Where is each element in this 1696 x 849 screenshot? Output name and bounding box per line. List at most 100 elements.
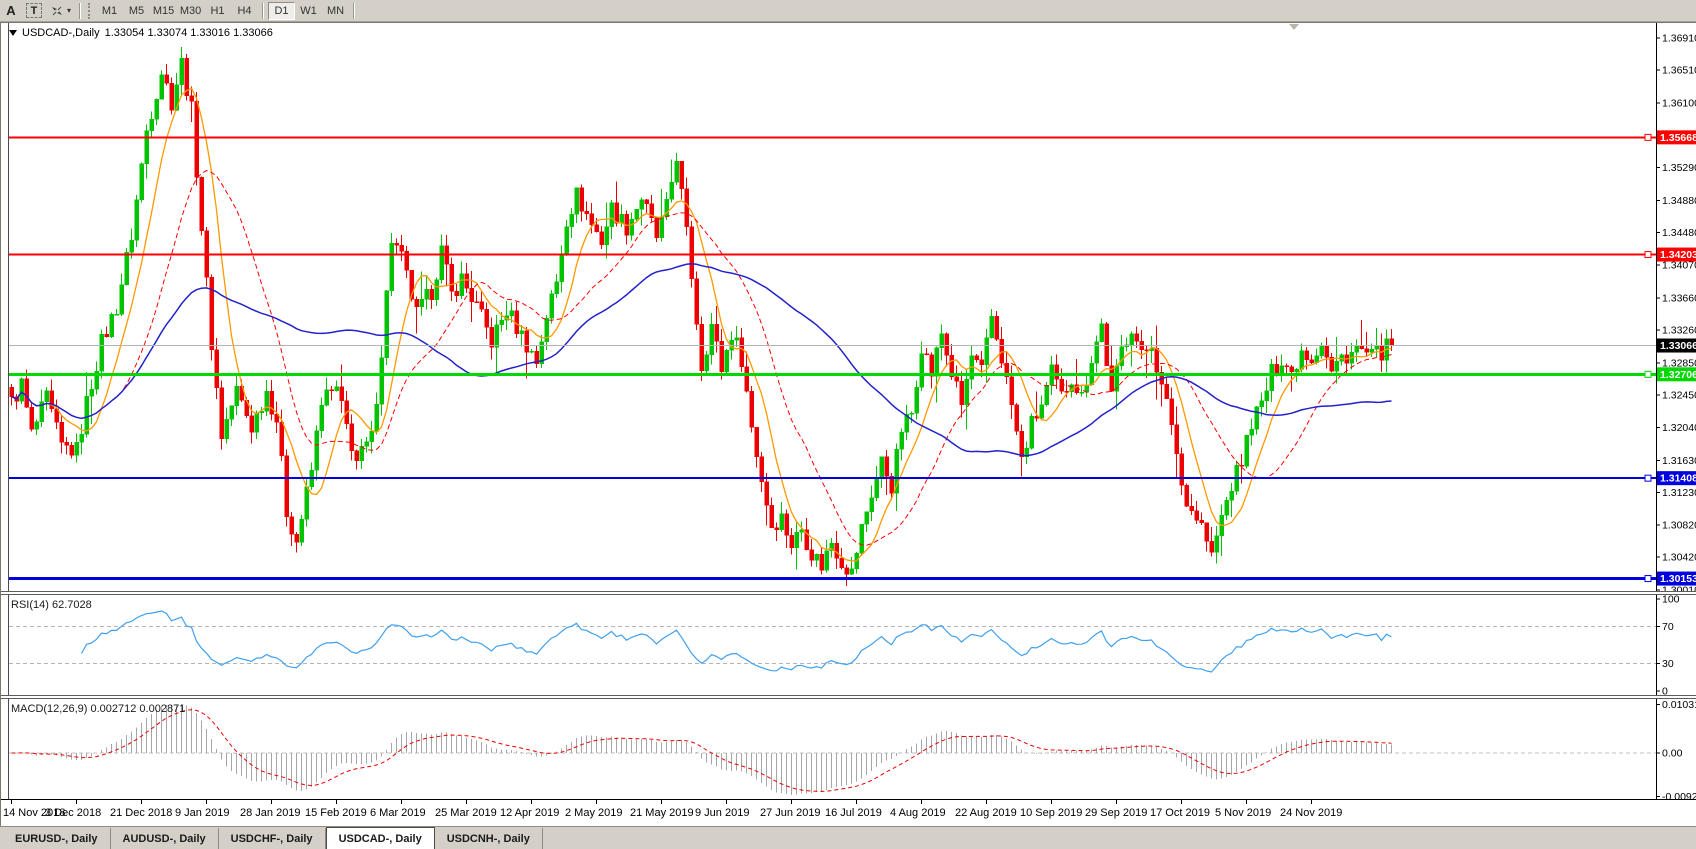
svg-text:100: 100 — [1662, 595, 1680, 606]
price-pane: 1.369101.365101.361001.352901.348801.344… — [1, 23, 1696, 591]
svg-text:1.31630: 1.31630 — [1662, 455, 1696, 467]
time-axis-tick — [1116, 800, 1117, 804]
svg-text:30: 30 — [1662, 658, 1674, 670]
chart-tab-audusd[interactable]: AUDUSD-, Daily — [111, 828, 219, 849]
rsi-line — [82, 611, 1392, 672]
svg-text:1.32040: 1.32040 — [1662, 422, 1696, 434]
time-axis-tick — [466, 800, 467, 804]
time-axis-tick — [141, 800, 142, 804]
timeframe-button-d1[interactable]: D1 — [268, 2, 295, 20]
price-level-line[interactable]: 1.32706 — [9, 367, 1696, 381]
timeframe-button-m15[interactable]: M15 — [150, 2, 177, 20]
font-tool-button[interactable]: A — [1, 2, 21, 20]
svg-text:1.35290: 1.35290 — [1662, 162, 1696, 174]
time-axis-label: 9 Jun 2019 — [695, 807, 749, 819]
toolbar-grip[interactable] — [88, 3, 91, 19]
timeframe-button-m5[interactable]: M5 — [123, 2, 150, 20]
svg-text:1.33260: 1.33260 — [1662, 325, 1696, 337]
macd-label: MACD(12,26,9) 0.002712 0.002871 — [11, 703, 185, 715]
time-axis-label: 25 Mar 2019 — [435, 807, 497, 819]
macd-values: 0.002712 0.002871 — [90, 703, 185, 715]
rsi-chart-canvas[interactable]: 100 70 30 0 — [1, 595, 1696, 695]
timeframe-toolbar: M1M5M15M30H1H4 D1W1MN — [96, 2, 349, 20]
chart-tab-usdcad[interactable]: USDCAD-, Daily — [326, 827, 435, 849]
chart-tab-eurusd[interactable]: EURUSD-, Daily — [3, 828, 111, 849]
chevron-down-icon: ▾ — [67, 6, 71, 15]
svg-text:1.32450: 1.32450 — [1662, 389, 1696, 401]
macd-signal-line — [12, 710, 1392, 792]
timeframe-button-h4[interactable]: H4 — [231, 2, 258, 20]
time-axis-label: 27 Jun 2019 — [760, 807, 821, 819]
time-axis-tick — [206, 800, 207, 804]
chart-window: 1.369101.365101.361001.352901.348801.344… — [0, 22, 1696, 826]
svg-text:1.35668: 1.35668 — [1660, 132, 1696, 144]
svg-text:0: 0 — [1662, 686, 1668, 696]
timeframe-button-m1[interactable]: M1 — [96, 2, 123, 20]
time-axis-label: 3 Dec 2018 — [45, 807, 101, 819]
time-axis-tick — [401, 800, 402, 804]
rsi-label: RSI(14) 62.7028 — [11, 599, 92, 611]
svg-text:0.00: 0.00 — [1662, 748, 1683, 760]
time-axis-tick — [1181, 800, 1182, 804]
time-axis-label: 17 Oct 2019 — [1150, 807, 1210, 819]
time-axis-label: 2 May 2019 — [565, 807, 622, 819]
macd-chart-canvas[interactable]: 0.0103110.00-0.00920 — [1, 699, 1696, 799]
svg-text:1.34203: 1.34203 — [1660, 249, 1696, 261]
chart-shift-marker-icon[interactable] — [1289, 24, 1299, 30]
svg-text:1.31230: 1.31230 — [1662, 487, 1696, 499]
time-axis[interactable]: 14 Nov 20183 Dec 201821 Dec 20189 Jan 20… — [1, 799, 1696, 827]
chart-symbol-title: USDCAD-,Daily — [22, 27, 100, 39]
toolbar-separator — [79, 3, 81, 19]
time-axis-tick — [336, 800, 337, 804]
svg-text:-0.00920: -0.00920 — [1662, 791, 1696, 799]
chart-dropdown-icon[interactable] — [9, 30, 17, 36]
toolbar-separator — [262, 3, 264, 19]
time-axis-tick — [11, 800, 12, 804]
time-axis-label: 5 Nov 2019 — [1215, 807, 1271, 819]
svg-text:70: 70 — [1662, 621, 1674, 633]
time-axis-tick — [1311, 800, 1312, 804]
chart-title: USDCAD-,Daily 1.33054 1.33074 1.33016 1.… — [9, 27, 273, 39]
top-toolbar: A T ▾ M1M5M15M30H1H4 D1W1MN — [0, 0, 1696, 22]
time-axis-label: 10 Sep 2019 — [1020, 807, 1082, 819]
price-level-line[interactable]: 1.35668 — [9, 130, 1696, 144]
time-axis-tick — [856, 800, 857, 804]
time-axis-tick — [596, 800, 597, 804]
time-axis-tick — [271, 800, 272, 804]
time-axis-label: 24 Nov 2019 — [1280, 807, 1342, 819]
time-axis-label: 6 Mar 2019 — [370, 807, 426, 819]
price-level-line[interactable]: 1.31408 — [9, 471, 1696, 485]
svg-text:1.30820: 1.30820 — [1662, 520, 1696, 532]
toolbar-separator — [353, 3, 355, 19]
chart-tab-usdcnh[interactable]: USDCNH-, Daily — [435, 828, 543, 849]
time-axis-label: 21 May 2019 — [630, 807, 694, 819]
macd-pane: 0.0103110.00-0.00920 MACD(12,26,9) 0.002… — [1, 699, 1696, 799]
time-axis-label: 21 Dec 2018 — [110, 807, 172, 819]
timeframe-button-mn[interactable]: MN — [322, 2, 349, 20]
time-axis-tick — [531, 800, 532, 804]
arrow-objects-dropdown[interactable]: ▾ — [47, 2, 74, 20]
time-axis-tick — [1051, 800, 1052, 804]
svg-text:1.36510: 1.36510 — [1662, 65, 1696, 77]
timeframe-button-m30[interactable]: M30 — [177, 2, 204, 20]
timeframe-button-w1[interactable]: W1 — [295, 2, 322, 20]
time-axis-tick — [1246, 800, 1247, 804]
time-axis-label: 16 Jul 2019 — [825, 807, 882, 819]
text-label-tool-button[interactable]: T — [23, 2, 45, 20]
time-axis-label: 9 Jan 2019 — [175, 807, 229, 819]
timeframe-button-h1[interactable]: H1 — [204, 2, 231, 20]
chart-tab-usdchf[interactable]: USDCHF-, Daily — [219, 828, 326, 849]
time-axis-tick — [921, 800, 922, 804]
macd-histogram — [12, 704, 1392, 795]
price-chart-canvas[interactable]: 1.369101.365101.361001.352901.348801.344… — [1, 23, 1696, 591]
time-axis-tick — [726, 800, 727, 804]
time-axis-label: 29 Sep 2019 — [1085, 807, 1147, 819]
time-axis-tick — [986, 800, 987, 804]
text-tool-icon: T — [26, 3, 42, 18]
time-axis-tick — [661, 800, 662, 804]
time-axis-label: 28 Jan 2019 — [240, 807, 301, 819]
macd-name: MACD(12,26,9) — [11, 703, 87, 715]
svg-text:1.33066: 1.33066 — [1660, 340, 1696, 352]
price-level-line[interactable]: 1.34203 — [9, 248, 1696, 262]
arrow-objects-icon — [50, 4, 65, 18]
